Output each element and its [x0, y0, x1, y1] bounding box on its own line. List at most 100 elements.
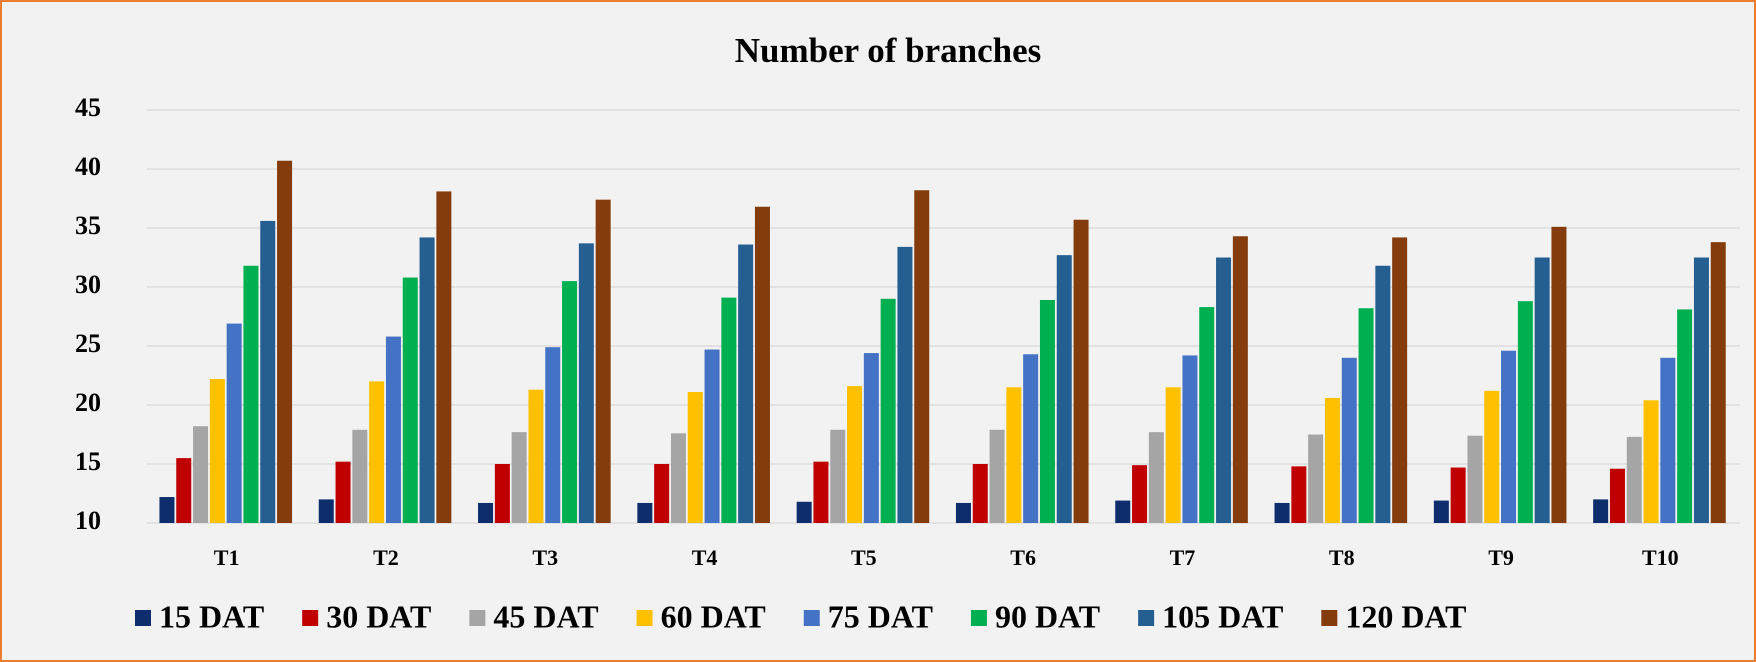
- y-tick-label: 20: [75, 388, 101, 417]
- y-tick-label: 15: [75, 447, 101, 476]
- bar: [654, 464, 670, 523]
- x-tick-label: T1: [214, 545, 240, 570]
- y-tick-label: 30: [75, 270, 101, 299]
- bar: [1626, 436, 1642, 523]
- bar: [1660, 357, 1676, 523]
- bar: [880, 298, 896, 523]
- bar: [955, 502, 971, 523]
- bar: [1643, 400, 1659, 523]
- bar: [528, 389, 544, 523]
- bar: [989, 429, 1005, 523]
- bar: [1593, 499, 1609, 523]
- bar: [1216, 257, 1232, 523]
- bar: [1375, 265, 1391, 523]
- legend-label: 15 DAT: [159, 598, 264, 634]
- legend-swatch: [135, 610, 151, 626]
- bar: [704, 349, 720, 523]
- bar: [402, 277, 418, 523]
- y-tick-label: 25: [75, 329, 101, 358]
- legend-swatch: [1138, 610, 1155, 626]
- bar: [545, 347, 561, 523]
- bar: [193, 426, 209, 523]
- legend-label: 30 DAT: [326, 598, 431, 634]
- bar: [1182, 355, 1198, 523]
- bar: [277, 160, 293, 524]
- bar: [176, 458, 192, 523]
- bar: [1232, 236, 1248, 523]
- x-tick-label: T8: [1329, 545, 1355, 570]
- bar: [1609, 468, 1625, 523]
- bar: [1115, 500, 1131, 523]
- bar: [1517, 301, 1533, 523]
- bar: [1450, 467, 1466, 523]
- x-tick-label: T6: [1010, 545, 1036, 570]
- bar: [369, 381, 385, 523]
- bar: [1341, 357, 1357, 523]
- legend-label: 120 DAT: [1345, 598, 1466, 634]
- bar: [1693, 257, 1709, 523]
- bar: [478, 502, 494, 523]
- bar: [335, 461, 351, 523]
- bar: [1132, 465, 1148, 523]
- x-tick-label: T3: [532, 545, 558, 570]
- bar: [897, 246, 913, 523]
- bar: [1551, 226, 1567, 523]
- legend-label: 75 DAT: [828, 598, 933, 634]
- legend-label: 60 DAT: [661, 598, 766, 634]
- bar: [1073, 219, 1089, 524]
- bar: [260, 220, 276, 524]
- bar: [209, 379, 225, 523]
- bar: [1039, 299, 1055, 523]
- bar: [1006, 387, 1022, 523]
- legend-swatch: [803, 610, 820, 626]
- bar: [318, 499, 334, 523]
- bar: [1467, 435, 1483, 523]
- y-tick-label: 10: [75, 506, 101, 535]
- bar: [1710, 242, 1726, 523]
- bar: [1291, 466, 1307, 523]
- bar: [159, 497, 175, 523]
- bar: [1165, 387, 1181, 523]
- bar: [1677, 309, 1693, 523]
- bar: [813, 461, 829, 523]
- bar: [1358, 308, 1374, 523]
- bar: [1056, 255, 1072, 523]
- bar: [830, 429, 846, 523]
- x-tick-label: T5: [851, 545, 877, 570]
- bar: [721, 297, 737, 523]
- bar: [637, 502, 653, 523]
- y-tick-label: 40: [75, 152, 101, 181]
- x-tick-label: T4: [692, 545, 718, 570]
- x-tick-label: T2: [373, 545, 399, 570]
- bar: [226, 323, 242, 523]
- bar: [419, 237, 435, 523]
- bar: [863, 353, 879, 523]
- bar: [1392, 237, 1408, 523]
- bar: [1433, 500, 1449, 523]
- bar: [687, 392, 703, 523]
- legend-swatch: [1321, 610, 1338, 626]
- legend-label: 90 DAT: [995, 598, 1100, 634]
- chart-title: Number of branches: [735, 31, 1042, 70]
- bar: [914, 190, 930, 524]
- bar: [1501, 350, 1517, 523]
- bar: [1023, 354, 1039, 523]
- bar: [436, 191, 452, 524]
- legend-label: 45 DAT: [493, 598, 598, 634]
- bar: [1324, 397, 1340, 523]
- bar: [1308, 434, 1324, 523]
- x-tick-label: T7: [1170, 545, 1196, 570]
- bar: [1199, 307, 1215, 523]
- bar: [972, 464, 988, 523]
- bar: [754, 206, 770, 523]
- bar: [738, 244, 754, 523]
- bar: [494, 464, 510, 523]
- x-tick-label: T10: [1642, 545, 1679, 570]
- legend-label: 105 DAT: [1162, 598, 1283, 634]
- bar: [595, 199, 611, 523]
- bar: [1148, 432, 1164, 523]
- bar: [847, 386, 863, 523]
- bar: [578, 243, 594, 523]
